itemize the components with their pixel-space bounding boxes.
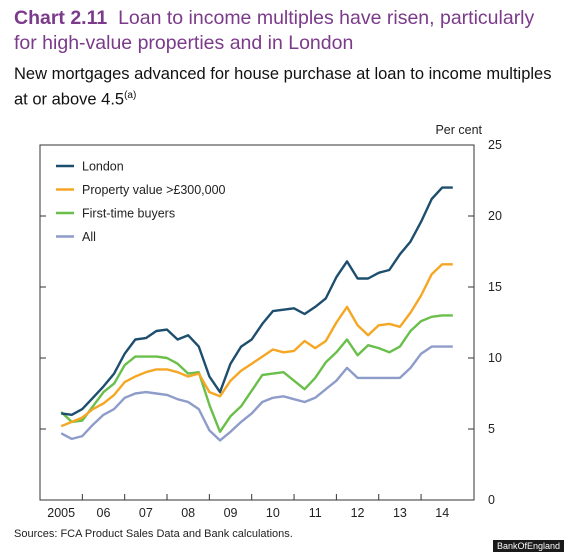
y-tick-label: 0 <box>488 493 495 507</box>
x-tick-label: 08 <box>181 506 195 520</box>
series-lines <box>60 186 453 442</box>
x-tick-label: 11 <box>309 506 322 520</box>
series-line-london <box>61 186 453 416</box>
y-tick-label: 25 <box>488 138 502 152</box>
subtitle-footnote-marker: (a) <box>124 90 137 101</box>
x-tick-label: 13 <box>393 506 407 520</box>
watermark-logo: BankOfEngland <box>492 540 564 552</box>
x-tick-label: 07 <box>139 506 153 520</box>
series-line-first-time-buyers <box>60 314 453 433</box>
y-tick-label: 20 <box>488 209 502 223</box>
y-tick-label: 10 <box>488 351 502 365</box>
x-tick-label: 09 <box>224 506 238 520</box>
x-tick-label: 12 <box>351 506 365 520</box>
legend-label-all: All <box>82 230 96 244</box>
plot-border <box>39 144 475 501</box>
chart-subtitle: New mortgages advanced for house purchas… <box>14 63 559 111</box>
y-tick-label: 15 <box>488 280 502 294</box>
x-axis: 2005 06 07 08 09 10 11 12 13 14 <box>47 494 449 520</box>
x-tick-label: 10 <box>266 506 280 520</box>
chart-number: Chart 2.11 <box>14 7 108 29</box>
legend-label-london: London <box>82 160 124 174</box>
y-unit-label: Per cent <box>435 123 482 137</box>
plot-area <box>39 144 475 501</box>
x-tick-label: 2005 <box>47 506 75 520</box>
y-tick-label: 5 <box>488 422 495 436</box>
chart-title-text: Loan to income multiples have risen, par… <box>14 7 535 54</box>
chart-subtitle-text: New mortgages advanced for house purchas… <box>14 65 552 109</box>
legend-label-property-value-300-000: Property value >£300,000 <box>82 183 226 197</box>
chart-title: Chart 2.11 Loan to income multiples have… <box>14 6 559 56</box>
series-line-property-value-300-000 <box>60 263 453 428</box>
x-tick-label: 14 <box>435 506 449 520</box>
source-note: Sources: FCA Product Sales Data and Bank… <box>14 528 293 540</box>
x-tick-label: 06 <box>97 506 111 520</box>
series-line-all <box>60 345 453 442</box>
y-axis: 0 5 10 15 20 25 <box>40 138 502 507</box>
legend: London Property value >£300,000 First-time… <box>56 160 226 244</box>
legend-label-first-time-buyers: First-time buyers <box>82 207 175 221</box>
